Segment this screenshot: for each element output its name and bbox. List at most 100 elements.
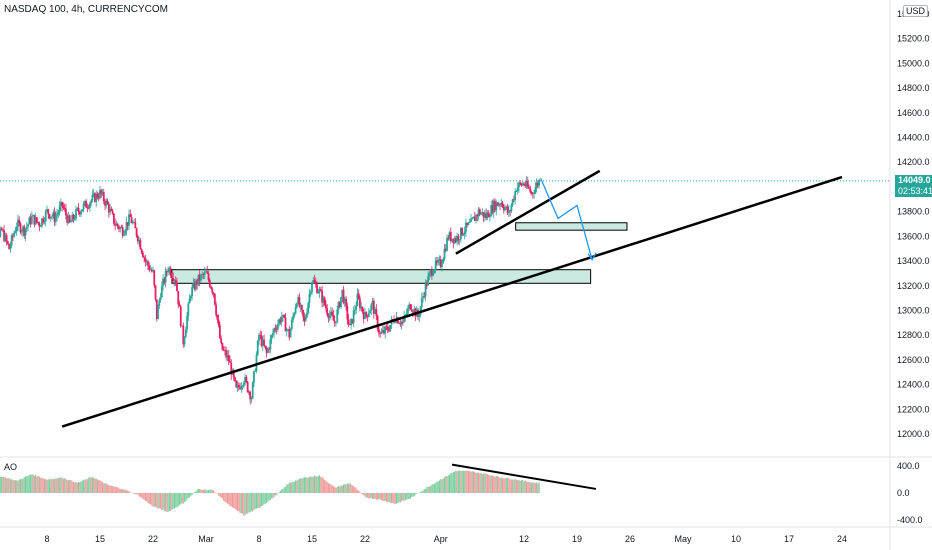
candle-body (335, 322, 337, 324)
candle-body (489, 216, 491, 218)
candle-body (101, 192, 104, 195)
candle-body (350, 318, 353, 326)
candle-body (538, 179, 541, 186)
candle-body (263, 339, 265, 346)
candle-body (400, 321, 403, 325)
time-tick-label: 12 (519, 534, 529, 544)
candle-body (5, 235, 8, 242)
candle-body (376, 315, 379, 329)
candle-body (317, 292, 320, 294)
candle-body (418, 314, 421, 317)
candle-body (226, 355, 229, 358)
price-tick-label: 12200.0 (897, 404, 930, 414)
support-zone-upper (515, 222, 628, 231)
candle-body (89, 203, 91, 208)
candle-body (456, 235, 459, 242)
candle-body (407, 308, 409, 314)
candle-body (18, 219, 21, 224)
candle-body (118, 226, 120, 230)
candle-body (15, 226, 18, 232)
candle-body (54, 215, 57, 223)
candle-body (530, 192, 533, 193)
candle-body (289, 329, 292, 338)
candle-body (36, 217, 38, 223)
candle-body (216, 314, 219, 320)
candle-body (23, 226, 26, 236)
candle-body (518, 182, 520, 188)
candle-body (256, 340, 259, 355)
candle-body (83, 201, 86, 204)
candle-body (116, 223, 119, 227)
candle-body (227, 355, 230, 362)
candle-body (135, 228, 138, 237)
candle-body (63, 207, 66, 209)
candle-body (154, 285, 157, 300)
candle-body (441, 263, 443, 267)
candle-body (408, 304, 411, 309)
candle-body (104, 201, 106, 206)
candle-body (364, 312, 366, 319)
candle-body (73, 218, 76, 220)
candle-body (386, 327, 389, 331)
candle-body (44, 211, 47, 222)
candle-body (331, 311, 334, 316)
candle-body (169, 268, 172, 276)
candle-body (298, 297, 301, 307)
candle-body (168, 268, 171, 271)
candle-body (309, 292, 312, 294)
last-price-tag: 14049.0 02:53:41 (895, 175, 932, 197)
time-tick-label: Apr (434, 534, 448, 544)
candle-body (20, 231, 23, 233)
candle-body (183, 337, 186, 345)
candle-body (481, 212, 484, 214)
candle-body (332, 315, 335, 321)
candle-body (203, 271, 206, 275)
price-tick-label: 14200.0 (897, 157, 930, 167)
candle-body (82, 203, 85, 210)
candle-body (131, 222, 134, 224)
candle-body (384, 326, 387, 334)
candle-body (47, 209, 50, 215)
candle-body (100, 189, 103, 195)
candle-body (486, 212, 489, 219)
candle-body (269, 339, 272, 350)
candle-body (473, 216, 476, 221)
candle-body (372, 300, 375, 314)
candle-body (32, 215, 35, 217)
candle-body (192, 282, 195, 288)
price-tick-label: 15200.0 (897, 34, 930, 44)
candle-body (500, 202, 503, 205)
candle-body (87, 207, 90, 209)
candle-body (128, 214, 130, 226)
price-tick-label: 15000.0 (897, 58, 930, 68)
candle-body (49, 216, 52, 219)
candle-body (232, 369, 235, 378)
candle-body (491, 205, 494, 213)
candle-body (144, 257, 147, 262)
candle-body (3, 230, 5, 242)
currency-badge[interactable]: USD (903, 5, 929, 17)
candle-body (369, 310, 371, 314)
candle-body (158, 300, 161, 306)
candle-body (307, 302, 310, 313)
candle-body (153, 270, 156, 286)
candle-body (338, 302, 341, 308)
candle-body (33, 215, 36, 225)
candle-body (356, 293, 359, 306)
candle-body (423, 296, 426, 298)
ao-tick-label: 400.0 (897, 461, 920, 471)
candle-body (138, 240, 141, 242)
candle-body (8, 243, 11, 250)
candle-body (270, 335, 273, 340)
candle-body (123, 233, 125, 236)
candle-body (239, 386, 241, 390)
candle-body (152, 270, 154, 272)
candle-body (526, 181, 529, 188)
candle-body (155, 299, 158, 320)
candle-body (330, 311, 332, 315)
candle-body (107, 204, 110, 213)
candle-body (287, 329, 289, 331)
candle-body (284, 317, 287, 332)
candle-body (202, 274, 205, 276)
